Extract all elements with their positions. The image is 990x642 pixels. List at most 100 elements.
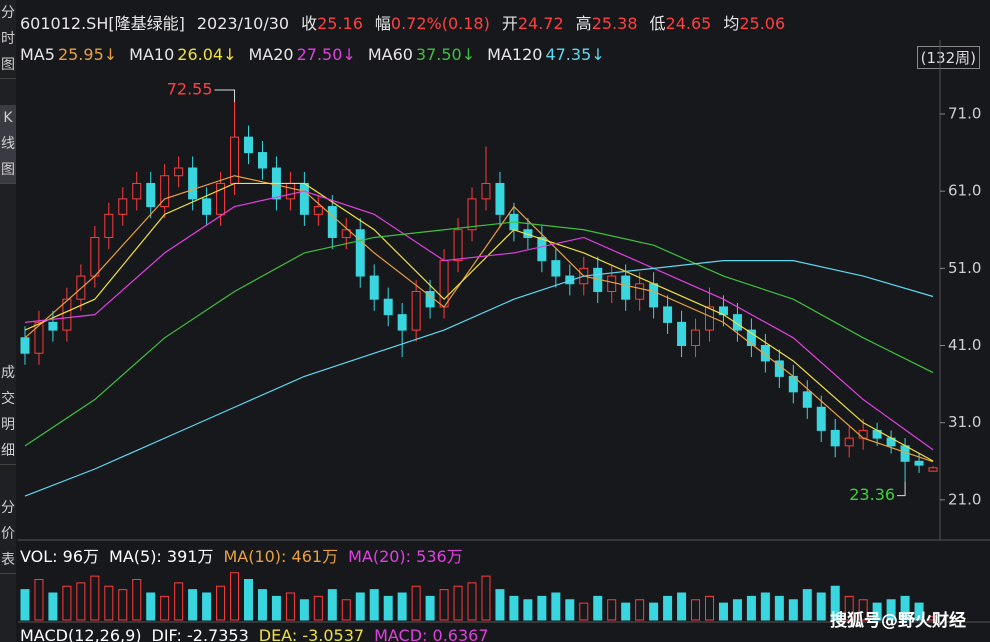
candle-body: [607, 275, 617, 292]
volume-bar: [62, 585, 72, 621]
candle-body: [104, 213, 114, 238]
volume-bar: [774, 595, 784, 621]
volume-bar: [202, 592, 212, 621]
side-tab[interactable]: 分时图: [0, 0, 16, 79]
candle-body: [90, 236, 100, 277]
y-tick-label: 61.0: [948, 182, 981, 200]
candle-body: [383, 298, 393, 316]
ma-name: MA10: [129, 45, 175, 64]
candle-body: [691, 329, 701, 347]
candle-body: [844, 437, 854, 447]
candle-body: [677, 321, 687, 347]
volume-bar: [20, 589, 30, 621]
volume-bar: [523, 599, 533, 621]
side-tab[interactable]: K线图: [0, 105, 16, 184]
volume-bar: [495, 589, 505, 621]
ma-line: [24, 221, 934, 447]
quote-label: 低: [649, 14, 666, 33]
volume-bar: [760, 592, 770, 621]
volume-bar: [872, 602, 882, 621]
candle-body: [635, 283, 645, 300]
y-tick-label: 21.0: [948, 490, 981, 508]
ma-name: MA20: [248, 45, 294, 64]
ma-value: 37.50↓: [415, 45, 476, 64]
volume-bar: [146, 592, 156, 621]
candle-body: [397, 314, 407, 331]
volume-bar: [257, 589, 267, 621]
volume-bar: [34, 579, 44, 621]
volume-bar: [593, 595, 603, 621]
quote-label: 幅: [374, 14, 391, 33]
quote-value: 24.65: [665, 14, 712, 33]
volume-bar: [48, 592, 58, 621]
quote-value: 25.38: [591, 14, 638, 33]
sidebar: 分时图 K线图成交明细分价表: [0, 0, 16, 642]
volume-bar: [313, 595, 323, 621]
candle-body: [663, 306, 673, 323]
candle-body: [285, 182, 295, 200]
candle-body: [928, 467, 938, 472]
volume-bar: [914, 602, 924, 621]
legend-item: DIF: -2.7353: [151, 626, 249, 642]
quote-label: 2023/10/30: [196, 14, 290, 33]
candle-body: [411, 290, 421, 331]
volume-bar: [467, 582, 477, 621]
volume-bar: [230, 572, 240, 621]
watermark: 搜狐号@野火财经: [830, 611, 966, 631]
candle-body: [355, 229, 365, 277]
volume-bar: [537, 595, 547, 621]
candle-body: [327, 206, 337, 238]
ma-name: MA5: [20, 45, 55, 64]
candle-body: [34, 321, 44, 354]
volume-bar: [327, 589, 337, 621]
candle-body: [48, 321, 58, 331]
max-label: 72.55: [167, 80, 213, 99]
volume-bar: [509, 595, 519, 621]
volume-bar: [830, 585, 840, 621]
candle-body: [732, 314, 742, 331]
quote-value: 0.72%(0.18): [390, 14, 490, 33]
candle-body: [537, 236, 547, 262]
volume-bar: [551, 592, 561, 621]
legend-item: MACD(12,26,9): [20, 626, 142, 642]
candle-body: [914, 460, 924, 466]
ma-name: MA120: [487, 45, 543, 64]
period-button[interactable]: (132周): [916, 46, 980, 69]
volume-bar: [160, 595, 170, 621]
quote-label: 高: [575, 14, 592, 33]
candle-body: [705, 306, 714, 331]
min-pointer: [897, 481, 906, 497]
side-tab[interactable]: 成交明细: [0, 360, 16, 465]
volume-bar: [746, 595, 756, 621]
ma-value: 27.50↓: [296, 45, 356, 64]
side-tab[interactable]: 分价表: [0, 495, 16, 574]
volume-bar: [90, 575, 100, 621]
candle-body: [746, 329, 756, 347]
volume-bar: [788, 599, 798, 621]
ma-value: 25.95↓: [57, 45, 118, 64]
volume-bar: [453, 585, 463, 621]
ma-line: [24, 182, 934, 462]
volume-bar: [579, 602, 589, 621]
volume-bar: [271, 595, 281, 621]
y-tick-label: 51.0: [948, 259, 981, 277]
ma-line: [24, 260, 934, 497]
volume-bar: [118, 589, 128, 621]
volume-bar: [565, 599, 575, 621]
volume-bar: [481, 575, 491, 621]
volume-bar: [718, 602, 728, 621]
volume-bar: [188, 589, 198, 621]
volume-bar: [802, 589, 812, 621]
volume-bar: [425, 595, 435, 621]
volume-bar: [383, 595, 393, 621]
ma-value: 47.35↓: [545, 45, 605, 64]
volume-bar: [174, 582, 184, 621]
candle-body: [467, 198, 477, 231]
volume-bar: [607, 599, 617, 621]
quote-value: 25.06: [739, 14, 786, 33]
volume-bar: [411, 585, 421, 621]
ma-line: [24, 190, 934, 451]
quote-label: 601012.SH[隆基绿能]: [20, 14, 185, 33]
